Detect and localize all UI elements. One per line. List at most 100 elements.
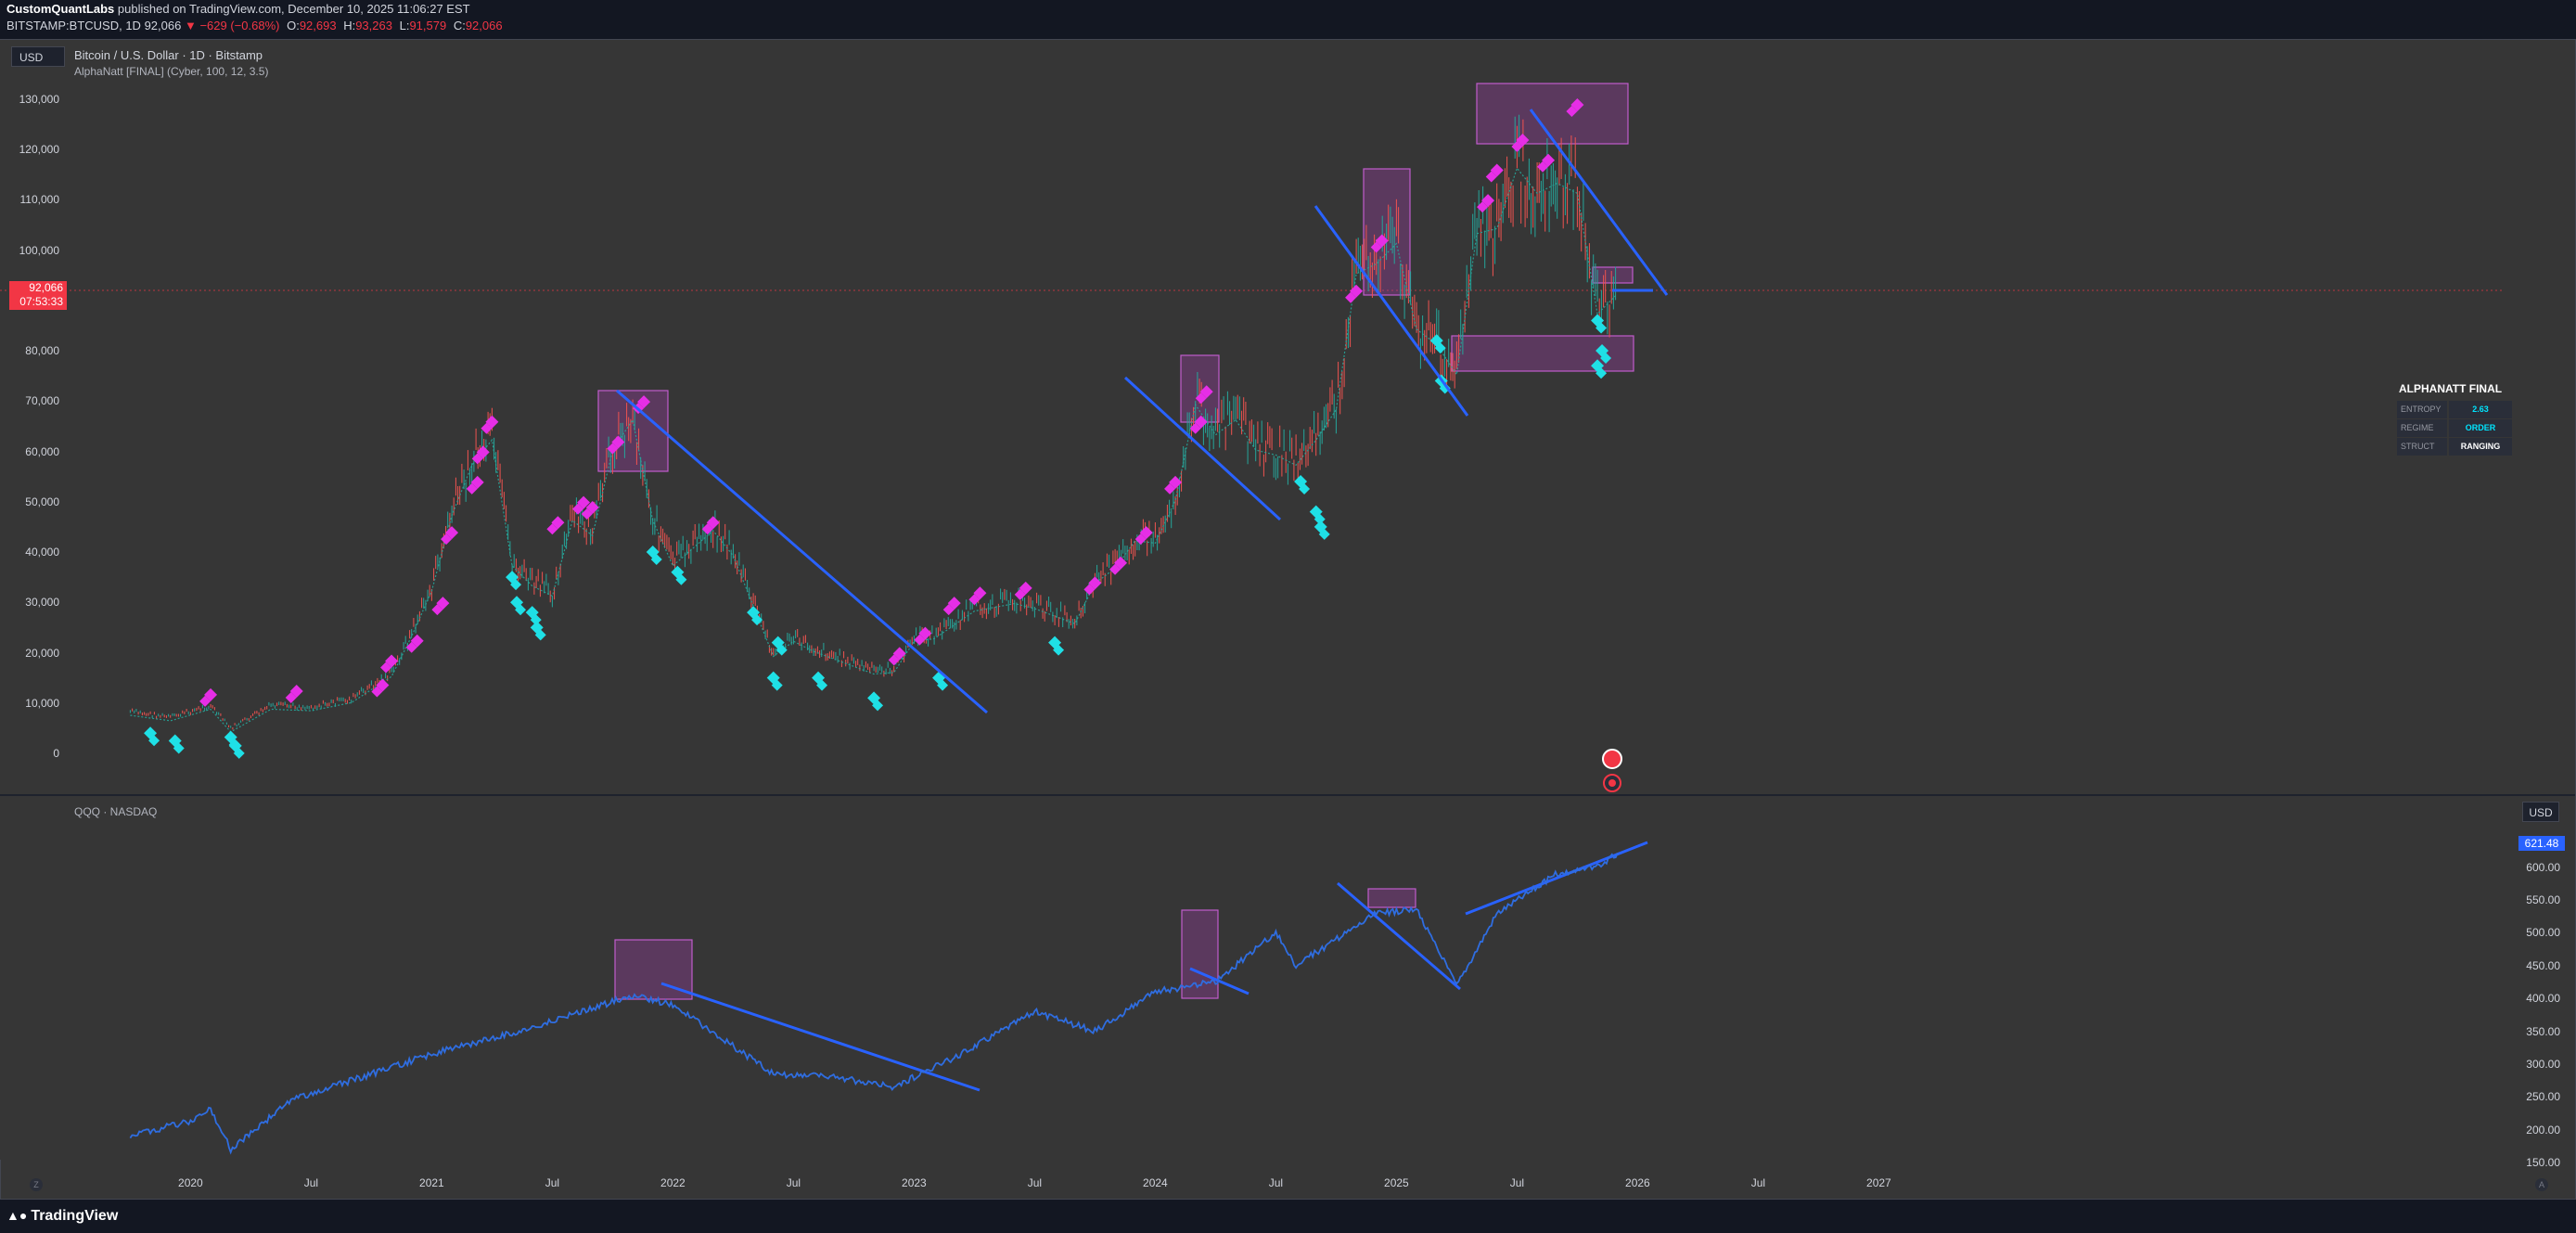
panel-title: ALPHANATT FINAL <box>2399 382 2503 395</box>
ohlc-line: BITSTAMP:BTCUSD, 1D 92,066 ▼ −629 (−0.68… <box>6 19 503 32</box>
struct-value: RANGING <box>2449 438 2512 456</box>
auto-scale-button[interactable]: A <box>2535 1178 2548 1191</box>
time-axis-label: 2020 <box>178 1176 203 1189</box>
bull-signal-marker <box>947 597 961 610</box>
time-axis-label: Jul <box>545 1176 560 1189</box>
currency-button[interactable]: USD <box>11 46 65 67</box>
time-axis-label: 2025 <box>1384 1176 1409 1189</box>
signal-markers <box>144 98 1612 759</box>
bull-signal-marker <box>888 654 900 666</box>
bear-signal-marker <box>510 579 522 591</box>
timezone-button[interactable]: Z <box>30 1178 43 1191</box>
btc-pane[interactable] <box>0 40 2575 794</box>
trendline <box>660 982 980 1092</box>
regime-key: REGIME <box>2397 419 2447 437</box>
bull-signal-marker <box>466 482 478 494</box>
bear-signal-marker <box>1299 483 1311 495</box>
price-axis-label: 120,000 <box>19 143 59 156</box>
qqq-axis-label: 600.00 <box>2526 860 2560 874</box>
bull-signal-marker <box>1134 533 1147 546</box>
range-boxes <box>597 83 1634 1000</box>
price-axis-label: 130,000 <box>19 92 59 106</box>
qqq-axis-label: 250.00 <box>2526 1090 2560 1104</box>
trendline <box>1337 881 1461 991</box>
publish-info: CustomQuantLabs published on TradingView… <box>6 2 470 16</box>
tradingview-logo[interactable]: ▲● TradingView <box>6 1208 118 1225</box>
qqq-title[interactable]: QQQ · NASDAQ <box>74 805 158 818</box>
struct-key: STRUCT <box>2397 438 2447 456</box>
time-axis-label: 2027 <box>1866 1176 1891 1189</box>
time-axis-label: 2022 <box>660 1176 686 1189</box>
bull-signal-marker <box>1537 161 1549 173</box>
bear-signal-marker <box>775 644 788 656</box>
brand-text: TradingView <box>31 1208 119 1224</box>
trendline <box>1465 841 1648 916</box>
qqq-line-group <box>129 853 1619 1155</box>
qqq-axis-label: 150.00 <box>2526 1156 2560 1169</box>
bear-signal-marker <box>751 614 763 626</box>
bull-signal-marker <box>1014 588 1026 600</box>
time-axis-label: Jul <box>786 1176 801 1189</box>
event-icons[interactable] <box>1602 749 1622 792</box>
panel-row-struct: STRUCT RANGING <box>2397 438 2512 456</box>
price-change: ▼ −629 (−0.68%) <box>184 19 280 32</box>
open-value: 92,693 <box>299 19 337 32</box>
qqq-currency-button[interactable]: USD <box>2522 802 2559 822</box>
pane-separator[interactable] <box>0 794 2575 796</box>
entropy-key: ENTROPY <box>2397 401 2447 418</box>
bull-signal-marker <box>607 443 619 455</box>
price-axis-label: 70,000 <box>25 394 59 408</box>
bear-signal-marker <box>1439 382 1451 394</box>
tv-logo-icon: ▲● <box>6 1208 28 1223</box>
bear-signal-marker <box>816 679 828 691</box>
panel-row-entropy: ENTROPY 2.63 <box>2397 401 2512 418</box>
published-text: published on TradingView.com, December 1… <box>117 2 470 16</box>
bear-signal-marker <box>534 629 546 641</box>
bull-signal-marker <box>914 634 926 646</box>
bear-signal-marker <box>173 742 185 754</box>
badge-timer: 07:53:33 <box>19 295 63 308</box>
price-axis-label: 30,000 <box>25 596 59 610</box>
bull-signal-marker <box>405 641 417 653</box>
qqq-last-price-badge: 621.48 <box>2518 836 2565 851</box>
price-axis-label: 50,000 <box>25 494 59 508</box>
trendline <box>1189 967 1250 995</box>
bear-signal-marker <box>1434 342 1446 354</box>
bear-signal-marker <box>515 604 527 616</box>
qqq-axis-label: 500.00 <box>2526 926 2560 940</box>
indicator-label[interactable]: AlphaNatt [FINAL] (Cyber, 100, 12, 3.5) <box>74 65 269 78</box>
qqq-axis-label: 300.00 <box>2526 1057 2560 1071</box>
bear-signal-marker <box>650 554 662 565</box>
bear-signal-marker <box>1053 644 1065 656</box>
panel-row-regime: REGIME ORDER <box>2397 419 2512 437</box>
bull-signal-marker <box>285 692 297 704</box>
bear-signal-marker <box>1596 322 1608 334</box>
range-box <box>1181 909 1219 999</box>
bull-signal-marker <box>1511 141 1523 152</box>
alphanatt-panel: ALPHANATT FINAL ENTROPY 2.63 REGIME ORDE… <box>2397 380 2512 458</box>
bull-signal-marker <box>1189 422 1201 434</box>
time-axis-label: Jul <box>1750 1176 1766 1189</box>
high-value: 93,263 <box>355 19 392 32</box>
trendline <box>1529 109 1669 296</box>
author-name[interactable]: CustomQuantLabs <box>6 2 115 16</box>
trendline <box>1314 205 1469 417</box>
price-axis-label: 110,000 <box>19 193 60 207</box>
time-axis-label: 2023 <box>902 1176 927 1189</box>
time-axis-label: Jul <box>1268 1176 1284 1189</box>
bull-signal-marker <box>441 533 453 546</box>
bear-signal-marker <box>1314 513 1326 525</box>
time-axis-label: Jul <box>1027 1176 1043 1189</box>
qqq-pane[interactable] <box>0 796 2575 1160</box>
price-axis-label: 10,000 <box>25 696 59 710</box>
bull-signal-marker <box>1195 392 1207 405</box>
badge-price: 92,066 <box>29 281 63 294</box>
symbol-title[interactable]: Bitcoin / U.S. Dollar · 1D · Bitstamp <box>74 48 263 62</box>
qqq-axis-label: 550.00 <box>2526 893 2560 906</box>
bull-signal-marker <box>380 661 392 674</box>
time-axis-label: 2026 <box>1625 1176 1650 1189</box>
bear-signal-marker <box>148 735 160 747</box>
price-axis-label: 20,000 <box>25 646 59 660</box>
time-axis-label: 2024 <box>1143 1176 1168 1189</box>
